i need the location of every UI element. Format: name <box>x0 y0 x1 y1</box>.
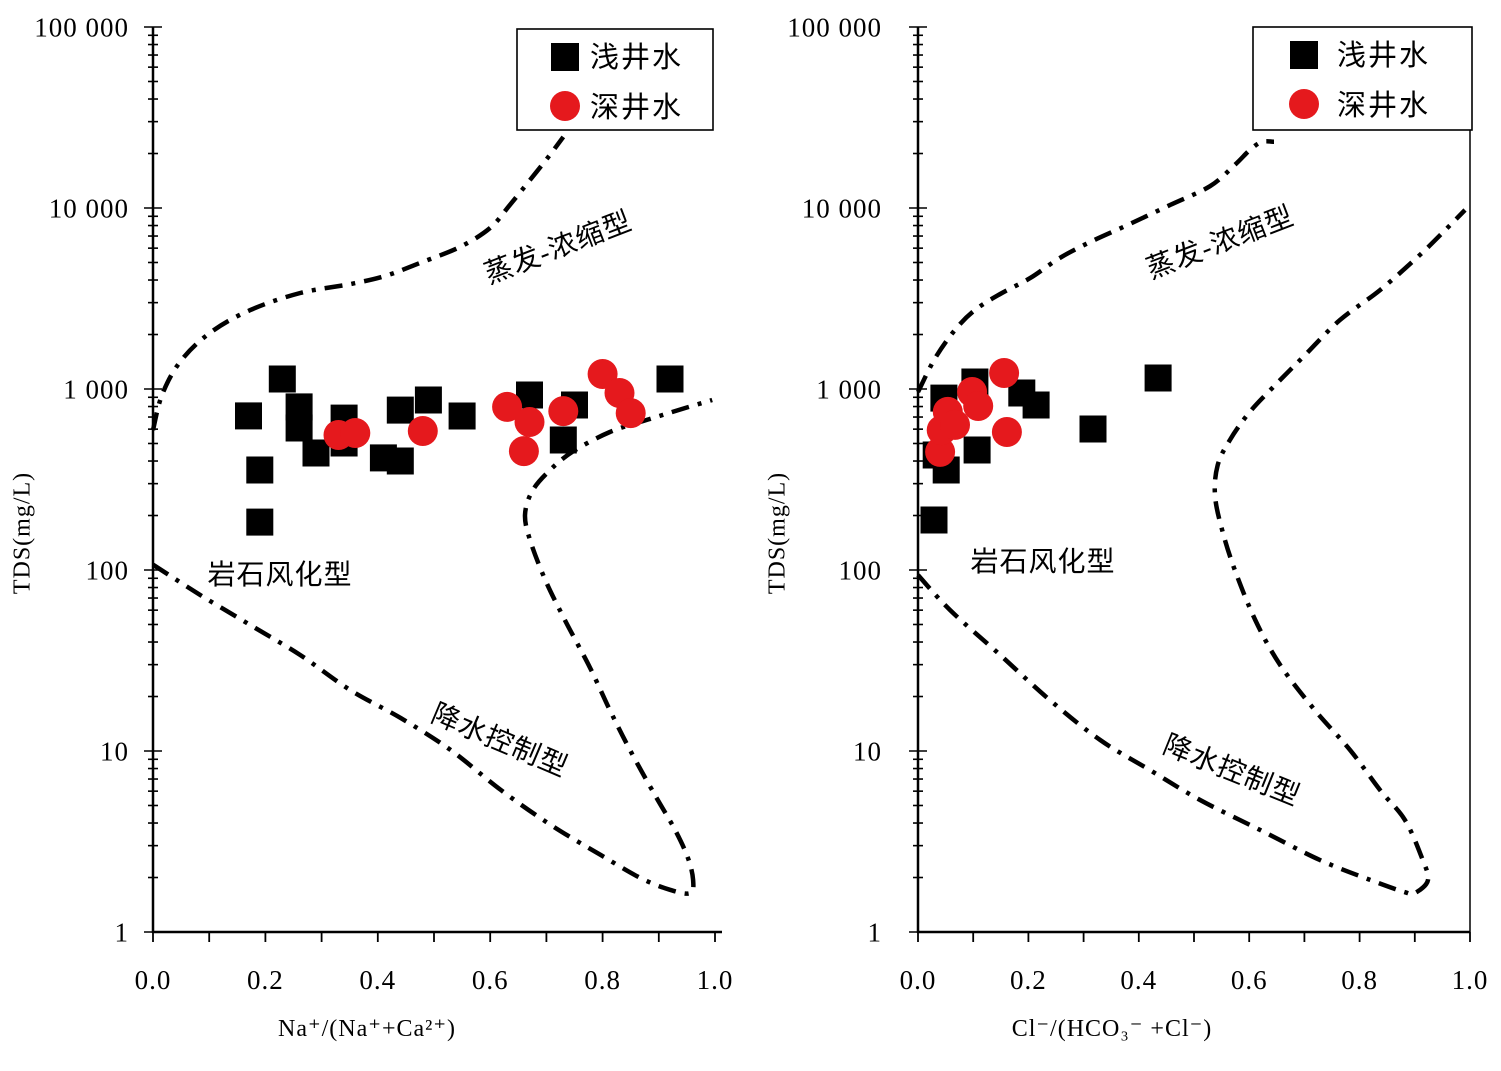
legend-square-swatch <box>551 43 579 71</box>
shallow-well-point <box>386 396 414 424</box>
shallow-well-point <box>549 426 577 454</box>
x-tick-label: 0.0 <box>900 965 937 995</box>
boundary-curve <box>916 208 1467 897</box>
shallow-well-point <box>235 402 262 430</box>
legend-label: 深井水 <box>590 91 683 124</box>
x-tick-label: 1.0 <box>697 965 734 995</box>
deep-well-point <box>407 416 438 446</box>
legend-circle-swatch <box>550 91 580 121</box>
y-tick-label: 10 000 <box>49 193 129 223</box>
x-axis-title: Na⁺/(Na⁺+Ca²⁺) <box>278 1016 456 1042</box>
shallow-well-point <box>920 506 948 534</box>
deep-well-point <box>514 407 545 437</box>
legend-box <box>1252 26 1473 131</box>
deep-well-point <box>340 418 371 448</box>
legend-label: 浅井水 <box>1337 39 1430 72</box>
x-tick-label: 0.8 <box>584 965 621 995</box>
shallow-well-point <box>1022 391 1050 419</box>
boundary-curve <box>151 397 713 896</box>
legend-circle-swatch <box>1289 89 1319 119</box>
region-annotation: 降水控制型 <box>427 698 573 784</box>
x-tick-label: 0.4 <box>359 965 396 995</box>
y-tick-label: 100 <box>839 555 883 585</box>
shallow-well-point <box>656 365 684 393</box>
x-tick-label: 0.6 <box>1231 965 1268 995</box>
shallow-well-point <box>1079 415 1107 443</box>
deep-well-point <box>963 391 994 421</box>
y-tick-label: 100 <box>86 555 130 585</box>
shallow-well-point <box>414 386 442 414</box>
y-tick-label: 1 000 <box>63 374 129 404</box>
y-tick-label: 1 000 <box>816 374 882 404</box>
y-tick-label: 10 <box>853 736 882 766</box>
shallow-well-point <box>963 436 991 464</box>
x-tick-label: 0.2 <box>247 965 284 995</box>
region-annotation: 蒸发-浓缩型 <box>480 205 636 291</box>
x-tick-label: 0.0 <box>135 965 172 995</box>
boundary-curve <box>915 138 1275 394</box>
boundary-curve <box>150 135 566 431</box>
y-tick-label: 1 <box>868 917 883 947</box>
chart-cl-ratio-vs-tds: 100 000 10 000 1 000 100 10 1 0.0 0.2 0.4 0.6 0.8 1… <box>764 12 1489 1042</box>
region-annotation: 岩石风化型 <box>970 546 1115 578</box>
shallow-well-point <box>302 439 330 467</box>
shallow-well-point <box>268 365 296 393</box>
x-tick-label: 0.2 <box>1010 965 1047 995</box>
x-tick-label: 0.6 <box>472 965 509 995</box>
region-annotation: 蒸发-浓缩型 <box>1142 200 1298 286</box>
deep-well-point <box>548 396 579 427</box>
legend-label: 深井水 <box>1337 89 1430 122</box>
legend-label: 浅井水 <box>590 41 683 74</box>
shallow-well-point <box>246 456 274 484</box>
shallow-well-point <box>246 508 274 536</box>
y-tick-label: 10 <box>100 736 129 766</box>
shallow-well-point <box>1144 364 1172 392</box>
deep-well-point <box>508 436 539 467</box>
x-axis-title: Cl⁻/(HCO₃⁻ +Cl⁻) <box>1012 1016 1213 1042</box>
deep-well-point <box>989 358 1020 388</box>
y-tick-label: 1 <box>115 917 130 947</box>
y-tick-label: 100 000 <box>34 12 129 42</box>
x-tick-label: 0.4 <box>1120 965 1157 995</box>
shallow-well-point <box>448 402 476 430</box>
shallow-well-point <box>386 447 414 475</box>
region-annotation: 岩石风化型 <box>207 559 352 591</box>
legend-square-swatch <box>1290 41 1318 69</box>
chart-na-ratio-vs-tds: 100 000 10 000 1 000 100 10 10.0 0.2 0.4 0.6 0.8 1… <box>9 12 734 1042</box>
x-tick-label: 0.8 <box>1341 965 1378 995</box>
y-tick-label: 100 000 <box>787 12 882 42</box>
y-axis-title: TDS(mg/L) <box>9 472 35 594</box>
deep-well-point <box>615 398 646 429</box>
deep-well-point <box>991 417 1022 447</box>
deep-well-point <box>925 436 956 467</box>
deep-well-point <box>492 391 523 422</box>
y-axis-title: TDS(mg/L) <box>764 472 790 594</box>
shallow-well-point <box>285 414 313 442</box>
region-annotation: 降水控制型 <box>1158 729 1304 813</box>
x-tick-label: 1.0 <box>1452 965 1489 995</box>
legend-box <box>516 28 714 131</box>
deep-well-point <box>940 409 970 440</box>
y-tick-label: 10 000 <box>802 193 882 223</box>
